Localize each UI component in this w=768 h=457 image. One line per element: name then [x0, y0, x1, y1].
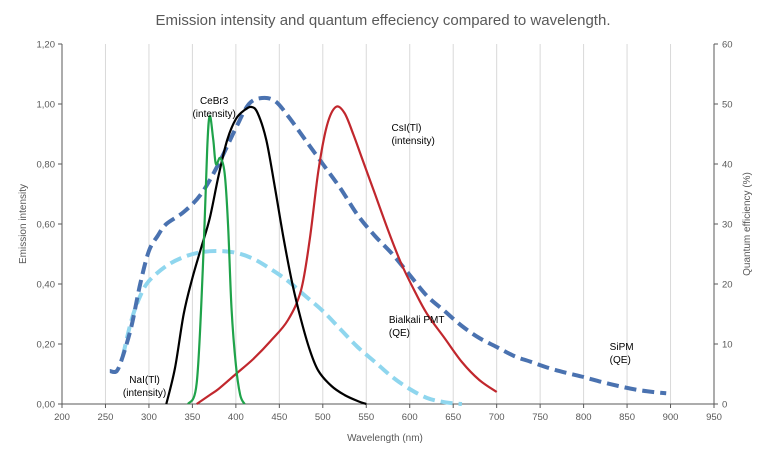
series-line-cebr3-intensity	[187, 114, 246, 405]
x-tick-label: 350	[184, 412, 200, 423]
annotation-line: CeBr3	[200, 96, 229, 107]
y-left-tick-label: 0,60	[37, 220, 56, 231]
annotation-line: NaI(Tl)	[129, 375, 160, 386]
annotation-line: (intensity)	[192, 109, 235, 120]
annotation-label-4: NaI(Tl) (intensity)	[123, 375, 166, 399]
x-tick-label: 700	[489, 412, 505, 423]
x-tick-label: 400	[228, 412, 244, 423]
y-left-tick-label: 0,20	[37, 340, 56, 351]
x-tick-label: 850	[619, 412, 635, 423]
y-left-axis-title: Emission intensity	[18, 184, 29, 264]
annotation-line: (QE)	[389, 328, 410, 339]
x-tick-label: 650	[445, 412, 461, 423]
x-tick-label: 450	[271, 412, 287, 423]
annotation-line: CsI(Tl)	[391, 123, 421, 134]
annotation-label-2: Bialkali PMT (QE)	[389, 315, 445, 339]
y-right-tick-label: 40	[722, 160, 733, 171]
axes	[58, 43, 718, 408]
series-lines	[109, 95, 667, 406]
y-right-tick-label: 20	[722, 280, 733, 291]
annotation-line: (intensity)	[123, 388, 166, 399]
annotation-line: (intensity)	[391, 136, 434, 147]
annotation-line: SiPM	[610, 342, 634, 353]
annotation-line: Bialkali PMT	[389, 315, 445, 326]
x-axis-title: Wavelength (nm)	[347, 433, 423, 444]
x-tick-label: 950	[706, 412, 722, 423]
chart-title: Emission intensity and quantum effecienc…	[156, 12, 611, 29]
grid-lines	[104, 44, 672, 404]
series-line-bialkali-pmt-qe	[120, 248, 463, 406]
y-left-tick-label: 0,00	[37, 400, 56, 411]
series-line-nai-tl-intensity	[165, 105, 367, 406]
annotation-label-0: CeBr3 (intensity)	[192, 96, 235, 120]
y-left-tick-label: 0,40	[37, 280, 56, 291]
y-right-axis-title: Quantum efficiency (%)	[742, 172, 753, 276]
y-left-tick-label: 1,20	[37, 40, 56, 51]
x-tick-label: 250	[98, 412, 114, 423]
x-tick-label: 550	[358, 412, 374, 423]
annotation-label-1: CsI(Tl) (intensity)	[391, 123, 434, 147]
y-right-tick-label: 30	[722, 220, 733, 231]
annotation-line: (QE)	[610, 355, 631, 366]
x-tick-label: 600	[402, 412, 418, 423]
series-line-sipm-qe	[109, 95, 667, 396]
annotation-label-3: SiPM (QE)	[610, 342, 634, 366]
y-right-tick-label: 0	[722, 400, 727, 411]
series-line-csi-tl-intensity	[196, 105, 498, 405]
y-right-tick-label: 50	[722, 100, 733, 111]
y-right-tick-label: 60	[722, 40, 733, 51]
x-tick-label: 900	[663, 412, 679, 423]
y-left-tick-label: 1,00	[37, 100, 56, 111]
annotations: CeBr3 (intensity) CsI(Tl) (intensity) Bialka…	[123, 96, 634, 399]
x-tick-label: 500	[315, 412, 331, 423]
x-tick-label: 300	[141, 412, 157, 423]
tick-labels: 200 250 300 350 400 450 500 550 600 650 700 750 800 8…	[37, 40, 733, 424]
y-right-tick-label: 10	[722, 340, 733, 351]
x-tick-label: 800	[576, 412, 592, 423]
x-tick-label: 750	[532, 412, 548, 423]
y-left-tick-label: 0,80	[37, 160, 56, 171]
x-tick-label: 200	[54, 412, 70, 423]
